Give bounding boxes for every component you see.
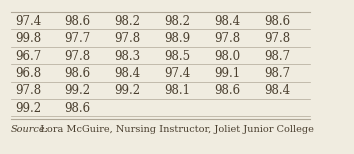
Text: 98.6: 98.6 — [65, 102, 91, 115]
Text: 98.0: 98.0 — [214, 50, 240, 63]
Text: 98.2: 98.2 — [164, 15, 190, 28]
Text: 97.8: 97.8 — [65, 50, 91, 63]
Text: 97.4: 97.4 — [15, 15, 41, 28]
Text: 97.7: 97.7 — [65, 32, 91, 45]
Text: 97.8: 97.8 — [214, 32, 240, 45]
Text: 98.4: 98.4 — [264, 84, 290, 97]
Text: 99.2: 99.2 — [15, 102, 41, 115]
Text: 98.1: 98.1 — [164, 84, 190, 97]
Text: 97.4: 97.4 — [164, 67, 190, 80]
Text: Lora McGuire, Nursing Instructor, Joliet Junior College: Lora McGuire, Nursing Instructor, Joliet… — [34, 125, 314, 134]
Text: Source:: Source: — [11, 125, 49, 134]
Text: 97.8: 97.8 — [264, 32, 290, 45]
Text: 98.6: 98.6 — [264, 15, 290, 28]
Text: 98.4: 98.4 — [214, 15, 240, 28]
Text: 98.4: 98.4 — [114, 67, 141, 80]
Text: 99.2: 99.2 — [65, 84, 91, 97]
Text: 99.1: 99.1 — [214, 67, 240, 80]
Text: 98.7: 98.7 — [264, 67, 290, 80]
Text: 97.8: 97.8 — [114, 32, 141, 45]
Text: 98.7: 98.7 — [264, 50, 290, 63]
Text: 98.2: 98.2 — [114, 15, 141, 28]
Text: 96.7: 96.7 — [15, 50, 41, 63]
Text: 98.6: 98.6 — [65, 67, 91, 80]
Text: 98.6: 98.6 — [65, 15, 91, 28]
Text: 99.8: 99.8 — [15, 32, 41, 45]
Text: 98.6: 98.6 — [214, 84, 240, 97]
Text: 98.3: 98.3 — [114, 50, 141, 63]
Text: 99.2: 99.2 — [114, 84, 141, 97]
Text: 96.8: 96.8 — [15, 67, 41, 80]
Text: 98.9: 98.9 — [164, 32, 190, 45]
Text: 97.8: 97.8 — [15, 84, 41, 97]
Text: 98.5: 98.5 — [164, 50, 190, 63]
